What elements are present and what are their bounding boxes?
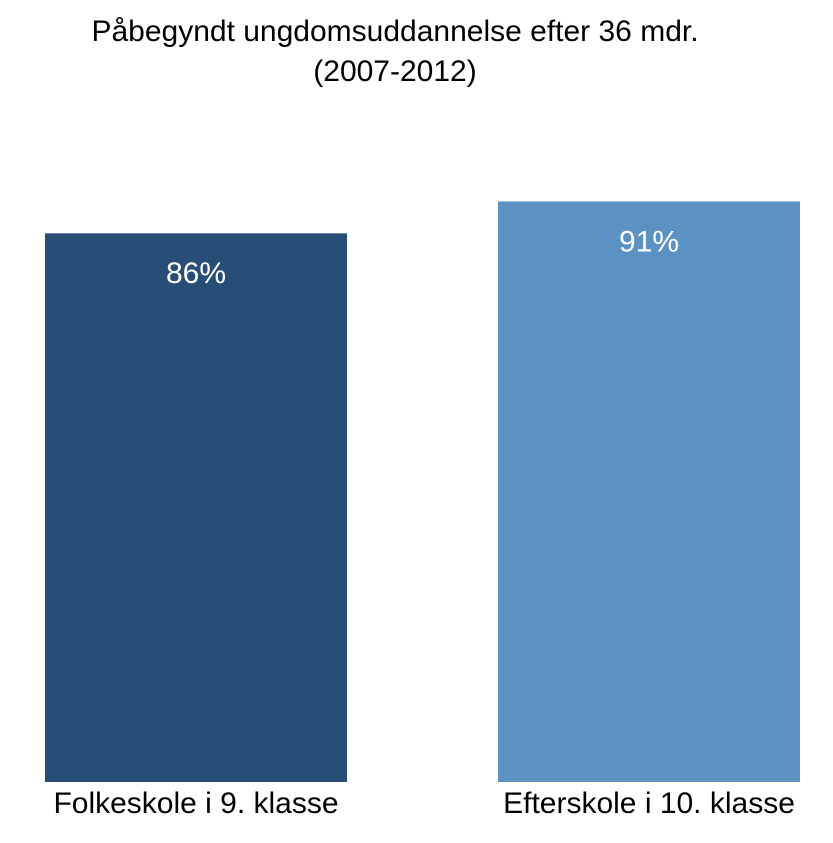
bar	[498, 201, 800, 783]
x-tick-label: Folkeskole i 9. klasse	[53, 787, 338, 820]
data-label: 91%	[619, 225, 679, 258]
chart-title: Påbegyndt ungdomsuddannelse efter 36 mdr…	[91, 15, 699, 88]
x-tick-label: Efterskole i 10. klasse	[503, 787, 795, 820]
data-label: 86%	[166, 257, 226, 290]
bar	[45, 233, 347, 782]
